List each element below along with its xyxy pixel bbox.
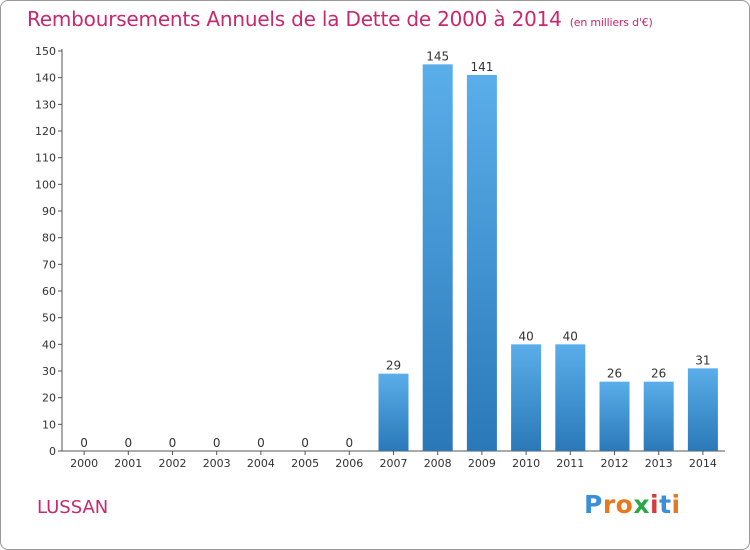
bar: [687, 368, 718, 451]
bar-value-label: 26: [651, 367, 666, 381]
y-tick-label: 90: [42, 205, 56, 218]
x-tick-label: 2012: [601, 457, 629, 470]
bar-value-label: 40: [518, 329, 533, 343]
y-tick-label: 20: [42, 392, 56, 405]
chart-title: Remboursements Annuels de la Dette de 20…: [27, 7, 653, 31]
x-tick-label: 2006: [335, 457, 363, 470]
y-tick-label: 30: [42, 365, 56, 378]
x-tick-label: 2005: [291, 457, 319, 470]
y-tick-label: 80: [42, 232, 56, 245]
y-axis-ticks: 0 10 20 30 40 50 60 70 80 90 100 110 120 130 140 150: [35, 45, 62, 458]
x-axis-labels: 2000 2001 2002 2003 2004 2005 2006 2007 2008 2009…: [70, 451, 717, 470]
y-tick-label: 40: [42, 338, 56, 351]
x-tick-label: 2007: [380, 457, 408, 470]
bar: [643, 381, 674, 451]
bar-value-label: 0: [213, 436, 221, 450]
bar-value-label: 0: [124, 436, 132, 450]
logo-letter: r: [602, 490, 616, 519]
x-tick-label: 2011: [556, 457, 584, 470]
y-tick-label: 60: [42, 285, 56, 298]
y-tick-label: 140: [35, 72, 56, 85]
y-tick-label: 110: [35, 152, 56, 165]
logo-letter: t: [659, 490, 672, 519]
bar-value-label: 0: [169, 436, 177, 450]
y-tick-label: 70: [42, 258, 56, 271]
bar-value-label: 145: [426, 49, 449, 63]
x-tick-label: 2014: [689, 457, 717, 470]
bar: [555, 344, 586, 451]
y-tick-label: 150: [35, 45, 56, 58]
logo-letter: i: [671, 490, 681, 519]
bar-value-label: 0: [257, 436, 265, 450]
bar-value-label: 40: [563, 329, 578, 343]
y-tick-label: 0: [49, 445, 56, 458]
x-tick-label: 2013: [645, 457, 673, 470]
x-tick-label: 2010: [512, 457, 540, 470]
bar-value-label: 26: [607, 367, 622, 381]
bar-value-label: 141: [470, 60, 493, 74]
bar: [422, 64, 453, 452]
x-tick-label: 2000: [70, 457, 98, 470]
x-tick-label: 2001: [114, 457, 142, 470]
bar-value-label: 0: [80, 436, 88, 450]
bars: 0 0 0 0 0 0 0 29 145 141 40 40 26 26 31: [80, 49, 718, 452]
x-tick-label: 2003: [203, 457, 231, 470]
chart-title-text: Remboursements Annuels de la Dette de 20…: [27, 7, 562, 31]
proxiti-logo: Proxiti: [584, 490, 681, 519]
logo-letter: x: [633, 490, 650, 519]
chart-subtitle: (en milliers d'€): [569, 16, 653, 29]
y-tick-label: 100: [35, 178, 56, 191]
bar-value-label: 31: [695, 353, 710, 367]
bar-value-label: 0: [345, 436, 353, 450]
commune-name: LUSSAN: [37, 497, 109, 518]
y-tick-label: 120: [35, 125, 56, 138]
y-tick-label: 50: [42, 312, 56, 325]
y-tick-label: 10: [42, 418, 56, 431]
bar: [466, 75, 497, 451]
y-tick-label: 130: [35, 98, 56, 111]
bar: [378, 373, 409, 451]
bar: [511, 344, 542, 451]
x-tick-label: 2009: [468, 457, 496, 470]
bar-value-label: 29: [386, 359, 401, 373]
x-tick-label: 2004: [247, 457, 275, 470]
bar-value-label: 0: [301, 436, 309, 450]
bar: [599, 381, 630, 451]
x-tick-label: 2002: [159, 457, 187, 470]
logo-letter: i: [650, 490, 660, 519]
x-tick-label: 2008: [424, 457, 452, 470]
logo-letter: P: [584, 490, 603, 519]
logo-letter: o: [615, 490, 634, 519]
